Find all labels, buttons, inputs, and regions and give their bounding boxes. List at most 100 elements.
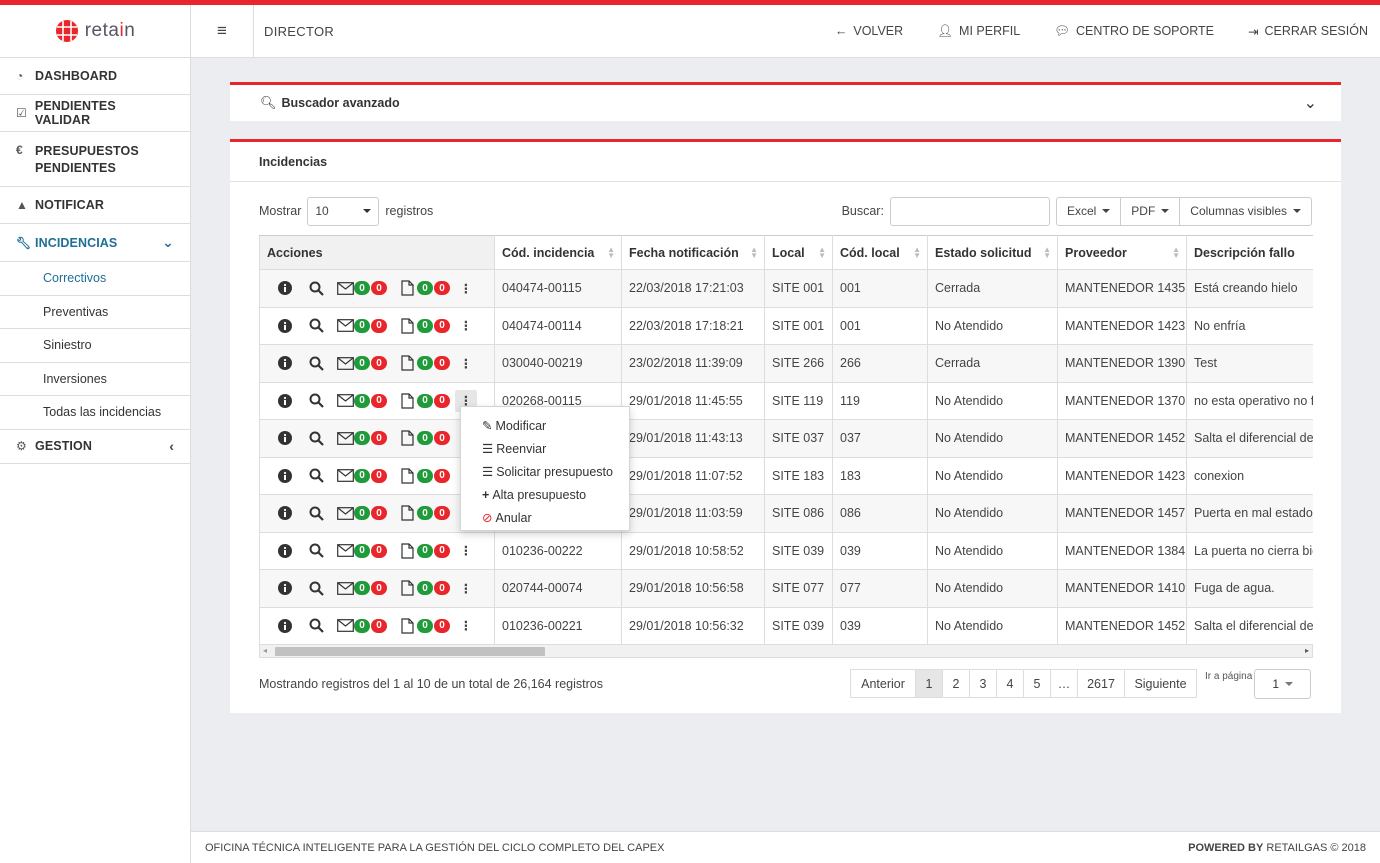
info-icon[interactable] [276, 356, 294, 371]
table-row[interactable]: 0 0 0 0 ⋮ 010236-00222 29/01/2018 10:58:52 SITE… [259, 531, 1313, 570]
search-input[interactable] [889, 196, 1050, 226]
document-icon[interactable] [401, 618, 414, 634]
pager-page-last[interactable]: 2617 [1077, 669, 1125, 698]
pager-page-4[interactable]: 4 [996, 669, 1024, 698]
logo[interactable]: retain [0, 5, 190, 58]
search-icon[interactable] [307, 581, 325, 596]
menu-item-anular[interactable]: ⊘ Anular [461, 506, 629, 529]
more-vertical-icon[interactable]: ⋮ [459, 544, 473, 559]
advanced-search-panel[interactable]: 🔍︎ Buscador avanzado ⌄ [230, 82, 1341, 121]
envelope-icon[interactable] [337, 581, 354, 595]
pager-page-1[interactable]: 1 [915, 669, 943, 698]
sidebar-item-incidencias[interactable]: 🔧︎ INCIDENCIAS ⌄ [0, 224, 190, 262]
search-icon[interactable] [307, 318, 325, 334]
info-icon[interactable] [276, 581, 294, 596]
info-icon[interactable] [276, 431, 294, 446]
column-header[interactable]: Proveedor ▲ ▼ [1057, 235, 1187, 270]
more-vertical-icon[interactable]: ⋮ [459, 581, 473, 596]
profile-link[interactable]: 👤︎ MI PERFIL [937, 24, 1020, 39]
search-icon[interactable] [307, 431, 325, 446]
menu-item-reenviar[interactable]: ☰ Reenviar [461, 437, 629, 460]
horizontal-scrollbar[interactable]: ◂ ▸ [259, 644, 1313, 658]
column-header[interactable]: Local ▲ ▼ [764, 235, 833, 270]
scroll-right-icon[interactable]: ▸ [1304, 646, 1309, 655]
goto-page-select[interactable]: 1 [1254, 669, 1312, 699]
menu-item-modificar[interactable]: ✎ Modificar [461, 414, 629, 437]
info-icon[interactable] [276, 281, 294, 296]
sidebar-item-pendientes-validar[interactable]: ☑ PENDIENTES VALIDAR [0, 95, 190, 132]
table-row[interactable]: 0 0 0 0 ⋮ 010236-00221 29/01/2018 10:56:32 SITE… [259, 606, 1313, 645]
pager-page-2[interactable]: 2 [942, 669, 970, 698]
document-icon[interactable] [401, 280, 414, 296]
envelope-icon[interactable] [337, 619, 354, 633]
search-icon[interactable] [307, 281, 325, 296]
columns-visible-button[interactable]: Columnas visibles [1179, 196, 1312, 226]
chevron-down-icon[interactable]: ⌄ [1303, 95, 1317, 112]
more-vertical-icon[interactable]: ⋮ [459, 319, 473, 334]
table-row[interactable]: 0 0 0 0 ⋮ 020744-00074 29/01/2018 10:56:58 SITE… [259, 569, 1313, 608]
info-icon[interactable] [276, 393, 294, 408]
info-icon[interactable] [276, 618, 294, 633]
envelope-icon[interactable] [337, 394, 354, 408]
document-icon[interactable] [401, 543, 414, 559]
search-icon[interactable] [307, 393, 325, 409]
sidebar-item-presupuestos-pendientes[interactable]: € PRESUPUESTOS PENDIENTES [0, 132, 190, 187]
pager-prev[interactable]: Anterior [850, 669, 916, 698]
subitem-correctivos[interactable]: Correctivos [0, 262, 190, 296]
menu-item-alta-presupuesto[interactable]: + Alta presupuesto [461, 483, 629, 506]
subitem-todas[interactable]: Todas las incidencias [0, 396, 190, 430]
menu-item-solicitar-presupuesto[interactable]: ☰ Solicitar presupuesto [461, 460, 629, 483]
sidebar-item-gestion[interactable]: ⚙ GESTION ‹ [0, 430, 190, 464]
document-icon[interactable] [401, 355, 414, 371]
search-icon[interactable] [307, 506, 325, 521]
info-icon[interactable] [276, 506, 294, 521]
pager-next[interactable]: Siguiente [1124, 669, 1197, 698]
more-vertical-icon[interactable]: ⋮ [459, 356, 473, 371]
envelope-icon[interactable] [337, 319, 354, 333]
search-icon[interactable] [307, 468, 325, 484]
more-vertical-icon[interactable]: ⋮ [459, 619, 473, 634]
table-row[interactable]: 0 0 0 0 ⋮ 040474-00115 22/03/2018 17:21:03 SITE… [259, 269, 1313, 308]
document-icon[interactable] [401, 580, 414, 596]
logout-link[interactable]: ⇥ CERRAR SESIÓN [1248, 24, 1368, 39]
search-icon[interactable] [307, 618, 325, 634]
info-icon[interactable] [276, 468, 294, 483]
subitem-inversiones[interactable]: Inversiones [0, 363, 190, 396]
sidebar-item-notificar[interactable]: ▲ NOTIFICAR [0, 187, 190, 224]
column-header[interactable]: Estado solicitud ▲ ▼ [927, 235, 1058, 270]
back-link[interactable]: ← VOLVER [835, 24, 903, 39]
envelope-icon[interactable] [337, 356, 354, 370]
column-header[interactable]: Fecha notificación ▲ ▼ [621, 235, 765, 270]
document-icon[interactable] [401, 505, 414, 521]
info-icon[interactable] [276, 318, 294, 333]
subitem-siniestro[interactable]: Siniestro [0, 329, 190, 363]
document-icon[interactable] [401, 318, 414, 334]
table-row[interactable]: 0 0 0 0 ⋮ 040474-00114 22/03/2018 17:18:21 SITE… [259, 306, 1313, 345]
scroll-left-icon[interactable]: ◂ [263, 646, 268, 655]
scrollbar-thumb[interactable] [275, 647, 545, 656]
search-icon[interactable] [307, 356, 325, 371]
menu-toggle-button[interactable]: ≡ [191, 4, 254, 58]
search-icon[interactable] [307, 543, 325, 559]
envelope-icon[interactable] [337, 469, 354, 483]
envelope-icon[interactable] [337, 544, 354, 558]
column-header[interactable]: Descripción fallo [1186, 235, 1313, 270]
envelope-icon[interactable] [337, 431, 354, 445]
subitem-preventivas[interactable]: Preventivas [0, 296, 190, 329]
table-row[interactable]: 0 0 0 0 ⋮ 020268-00115 29/01/2018 11:45:55 SITE… [259, 381, 1313, 420]
column-header[interactable]: Cód. local ▲ ▼ [832, 235, 928, 270]
document-icon[interactable] [401, 468, 414, 484]
column-header[interactable]: Cód. incidencia ▲ ▼ [494, 235, 622, 270]
info-icon[interactable] [276, 543, 294, 558]
more-vertical-icon[interactable]: ⋮ [459, 281, 473, 296]
envelope-icon[interactable] [337, 281, 354, 295]
page-length-select[interactable]: 10 [307, 196, 380, 226]
document-icon[interactable] [401, 430, 414, 446]
pdf-button[interactable]: PDF [1120, 196, 1181, 226]
document-icon[interactable] [401, 393, 414, 409]
envelope-icon[interactable] [337, 506, 354, 520]
column-header[interactable]: Acciones [259, 235, 495, 270]
